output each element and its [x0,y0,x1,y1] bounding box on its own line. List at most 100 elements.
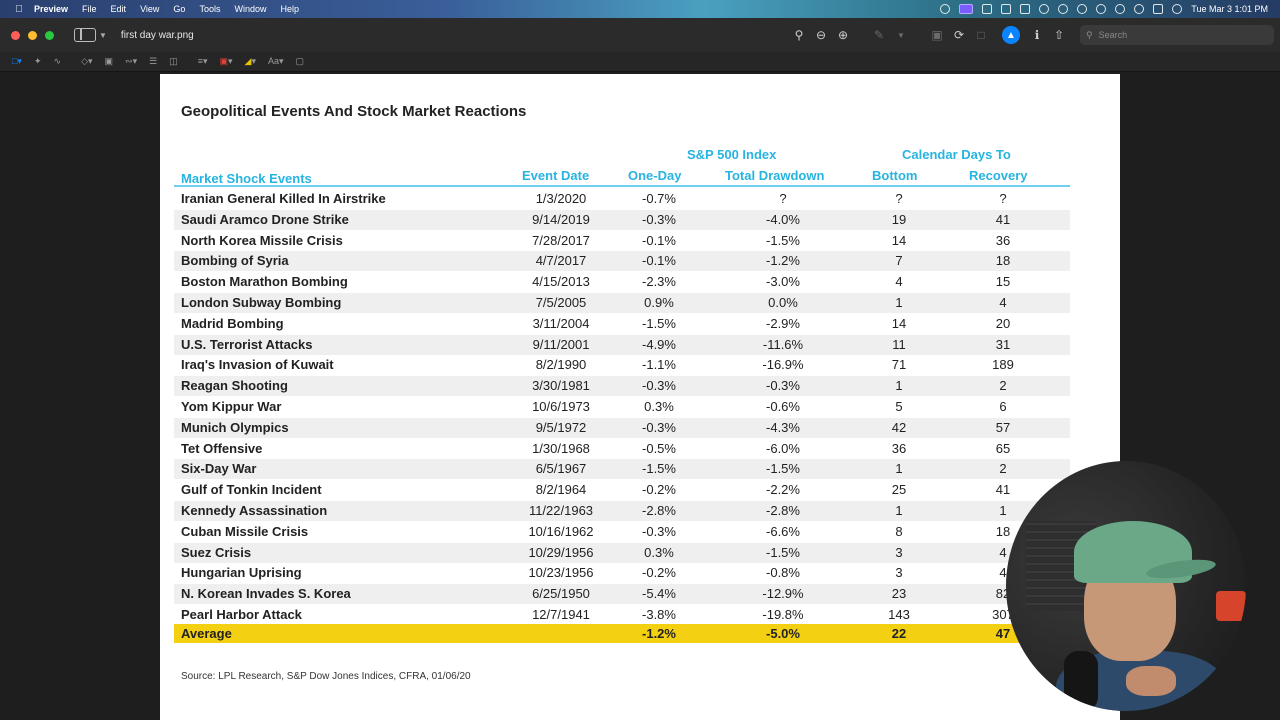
shapes-icon[interactable]: ◇▾ [81,56,93,66]
days-to-bottom: 19 [891,211,907,227]
chevron-down-icon[interactable]: ▼ [99,30,107,40]
note-icon[interactable]: ☰ [149,56,158,66]
event-date: 9/11/2001 [532,336,590,352]
wifi-icon[interactable] [1096,4,1107,14]
one-day-change: -1.1% [642,357,676,373]
play-icon[interactable] [1058,4,1069,14]
sign-icon[interactable]: ∾▾ [125,56,138,66]
adjust-size-icon[interactable]: ◫ [169,56,178,66]
table-row: Gulf of Tonkin Incident 8/2/1964 -0.2% -2.2… [174,480,1070,500]
sketch-icon[interactable]: ∿ [53,56,62,66]
days-to-recovery: 36 [995,232,1011,248]
menu-window[interactable]: Window [234,4,267,14]
siri-icon[interactable] [1172,4,1183,14]
menubar-clock[interactable]: Tue Mar 3 1:01 PM [1191,4,1268,14]
total-drawdown: -16.9% [762,357,804,373]
form-fill-icon[interactable]: □ [977,28,985,42]
rotate-icon[interactable]: ⟳ [953,28,965,42]
days-to-bottom: 3 [895,565,903,581]
event-date: 11/22/1963 [528,503,594,518]
total-drawdown: -1.5% [766,232,800,248]
menu-file[interactable]: File [82,4,97,14]
total-drawdown: -0.3% [766,378,800,394]
zoom-in-icon[interactable]: ⊕ [837,28,849,42]
average-row: Average -1.2% -5.0% 22 47 [174,624,1070,643]
event-date: 9/14/2019 [532,211,590,227]
control-center-icon[interactable] [1153,4,1164,14]
days-to-recovery: 57 [995,419,1011,435]
close-window-button[interactable] [11,30,20,40]
sidebar-toggle-icon[interactable] [74,28,96,42]
display-icon[interactable] [982,4,993,14]
table-row: Six-Day War 6/5/1967 -1.5% -1.5% 1 2 [174,459,1070,480]
total-drawdown: -1.5% [766,544,800,560]
days-to-bottom: 36 [891,440,907,456]
event-name: Bombing of Syria [181,253,289,269]
table-row: Iraq's Invasion of Kuwait 8/2/1990 -1.1% -1… [174,355,1070,375]
event-date: 6/5/1967 [535,461,587,477]
days-to-bottom: 11 [892,336,906,352]
event-name: Madrid Bombing [181,315,284,331]
text-style-icon[interactable]: Aa▾ [267,56,284,66]
one-day-change: -0.7% [642,191,676,206]
info-icon[interactable]: ℹ [1034,28,1040,42]
text-box-icon[interactable]: ▣ [104,56,114,66]
keyboard-icon[interactable] [1020,4,1031,14]
menu-tools[interactable]: Tools [199,4,221,14]
days-to-recovery: 65 [995,440,1011,456]
apple-menu-icon[interactable]:  [12,4,26,15]
screen-record-icon[interactable] [940,4,951,14]
total-drawdown: ? [779,191,787,206]
menu-go[interactable]: Go [173,4,186,14]
menu-help[interactable]: Help [280,4,299,14]
menu-view[interactable]: View [140,4,160,14]
shape-style-icon[interactable]: ≡▾ [197,56,208,66]
selection-tool-icon[interactable]: □▾ [12,56,22,66]
one-day-change: -1.5% [642,461,676,477]
menu-edit[interactable]: Edit [110,4,127,14]
share-icon[interactable]: ⇧ [1053,28,1065,42]
menu-app[interactable]: Preview [34,4,69,14]
one-day-change: -0.3% [642,523,676,539]
cloud-icon[interactable] [1001,4,1012,14]
days-to-bottom: 4 [895,274,903,290]
battery-icon[interactable] [1077,4,1088,14]
total-drawdown: -2.9% [766,315,800,331]
stage-manager-icon[interactable] [959,4,974,14]
bluetooth-icon[interactable] [1115,4,1126,14]
zoom-to-fit-icon[interactable]: ⚲ [794,28,804,42]
one-day-change: -0.3% [642,211,676,227]
instant-alpha-icon[interactable]: ✦ [33,56,42,66]
zoom-out-icon[interactable]: ⊖ [815,28,827,42]
one-day-change: -1.5% [642,315,676,331]
zoom-window-button[interactable] [45,30,54,40]
event-date: 10/16/1962 [528,523,594,539]
event-date: 3/30/1981 [532,378,590,394]
total-drawdown: -0.6% [766,399,800,414]
border-color-icon[interactable]: ▣ ▾ [219,56,233,66]
total-drawdown: -12.9% [762,586,804,602]
spotlight-icon[interactable] [1134,4,1145,14]
event-date: 8/2/1964 [535,482,587,498]
document-canvas: Geopolitical Events And Stock Market Rea… [0,72,1280,720]
markup-toggle-icon[interactable]: ▲ [1002,26,1020,44]
chevron-down-icon[interactable]: ▼ [897,30,905,40]
search-field[interactable]: ⚲ Search [1080,25,1274,45]
total-drawdown: -1.2% [766,253,800,269]
sync-icon[interactable] [1039,4,1050,14]
markup-pen-icon[interactable]: ✎ [873,28,885,42]
event-name: Kennedy Assassination [181,503,328,518]
average-drawdown: -5.0% [766,626,800,641]
event-name: Hungarian Uprising [181,565,302,581]
days-to-bottom: 14 [891,315,907,331]
table-row: Munich Olympics 9/5/1972 -0.3% -4.3% 42 57 [174,417,1070,438]
event-date: 9/5/1972 [535,419,587,435]
fill-color-icon[interactable]: ◢ ▾ [244,56,256,66]
annotate-icon[interactable]: ▢ [295,56,305,66]
minimize-window-button[interactable] [28,30,37,40]
one-day-change: 0.3% [644,399,674,414]
one-day-change: 0.9% [644,295,674,310]
one-day-change: -0.5% [642,440,676,456]
crop-icon[interactable]: ▣ [931,28,943,42]
header-event: Market Shock Events [181,171,312,186]
